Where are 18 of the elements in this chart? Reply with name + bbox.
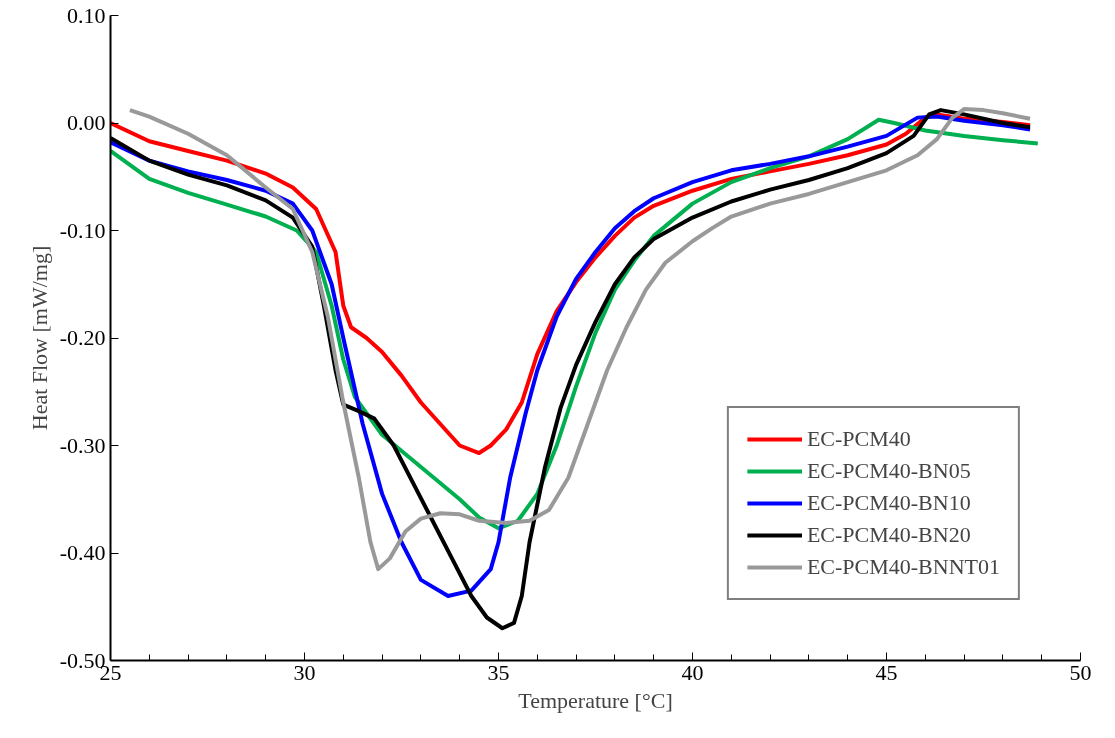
y-tick-label: -0.20: [59, 325, 106, 350]
x-tick-label: 30: [293, 659, 316, 685]
y-tick-label: -0.40: [59, 540, 106, 565]
legend-label: EC-PCM40-BN20: [806, 522, 971, 548]
x-tick-label: 35: [487, 659, 510, 685]
x-tick-label: 40: [681, 659, 704, 685]
x-tick-label: 50: [1069, 659, 1092, 685]
legend-label: EC-PCM40-BN10: [806, 490, 971, 516]
legend-label: EC-PCM40: [806, 426, 911, 452]
x-tick-label: 45: [875, 659, 898, 685]
x-axis-title: Temperature [°C]: [518, 687, 673, 713]
y-tick-label: 0.00: [67, 110, 106, 135]
y-tick-label: 0.10: [67, 2, 106, 28]
y-tick-label: -0.10: [59, 217, 106, 243]
legend-label: EC-PCM40-BNNT01: [806, 554, 1000, 580]
legend-label: EC-PCM40-BN05: [806, 458, 971, 484]
y-tick-label: -0.30: [59, 432, 106, 458]
y-axis-title: Heat Flow [mW/mg]: [26, 245, 52, 431]
